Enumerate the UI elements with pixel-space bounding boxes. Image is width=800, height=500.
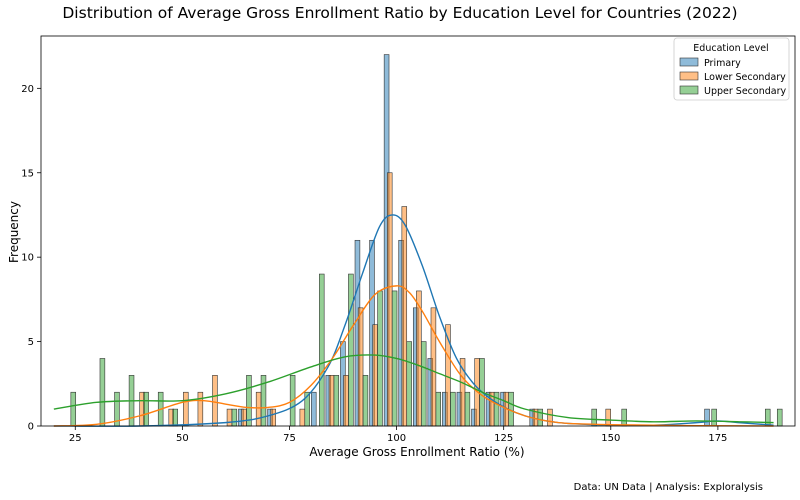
bar-upper-secondary-29 <box>711 408 717 427</box>
bar-lower-secondary-25 <box>605 408 611 427</box>
bar-lower-secondary-17 <box>430 307 437 427</box>
x-axis-label: Average Gross Enrollment Ratio (%) <box>309 445 524 459</box>
bar-upper-secondary-28 <box>621 408 627 427</box>
bar-upper-secondary-7 <box>231 408 238 427</box>
legend-items: Primary Lower Secondary Upper Secondary <box>679 57 786 97</box>
y-tick-label: 10 <box>21 253 34 264</box>
x-tick-label: 175 <box>708 433 727 444</box>
bar-lower-secondary-11 <box>343 375 349 427</box>
kde-upper-secondary <box>53 354 774 424</box>
legend-swatch-primary <box>679 57 699 67</box>
bar-upper-secondary-19 <box>420 341 427 427</box>
x-tick-label: 100 <box>387 433 406 444</box>
y-tick-label: 20 <box>21 84 34 95</box>
x-tick-label: 25 <box>69 433 82 444</box>
bar-upper-secondary-31 <box>776 408 783 427</box>
legend-label-lower-secondary: Lower Secondary <box>704 72 786 83</box>
bar-upper-secondary-0 <box>70 391 77 427</box>
y-axis-ticks: 0 5 10 15 20 <box>21 84 41 433</box>
legend-label-upper-secondary: Upper Secondary <box>704 86 786 97</box>
bar-lower-secondary-16 <box>416 290 422 427</box>
x-tick-label: 150 <box>601 433 620 444</box>
bar-upper-secondary-13 <box>333 375 340 427</box>
bar-lower-secondary-24 <box>547 408 553 427</box>
bar-upper-secondary-18 <box>406 341 412 427</box>
kde-lower-secondary <box>53 285 774 427</box>
bar-lower-secondary-7 <box>255 391 262 427</box>
x-tick-label: 75 <box>283 433 296 444</box>
bar-lower-secondary-8 <box>270 408 276 427</box>
y-axis-label: Frequency <box>7 201 21 263</box>
bar-upper-secondary-22 <box>464 391 471 427</box>
bar-lower-secondary-5 <box>226 408 233 427</box>
bar-lower-secondary-6 <box>241 408 247 427</box>
bar-upper-secondary-21 <box>450 391 456 427</box>
bar-upper-secondary-8 <box>246 375 252 427</box>
bar-lower-secondary-10 <box>328 375 335 427</box>
legend-label-primary: Primary <box>704 58 741 69</box>
legend: Education Level Primary Lower Secondary Up… <box>673 37 790 101</box>
bar-upper-secondary-15 <box>362 375 369 427</box>
bar-upper-secondary-30 <box>764 408 771 427</box>
y-tick-label: 0 <box>28 422 34 433</box>
x-tick-label: 50 <box>176 433 189 444</box>
legend-swatch-lower-secondary <box>679 71 699 81</box>
bar-lower-secondary-15 <box>401 206 408 427</box>
y-tick-label: 15 <box>21 168 34 179</box>
legend-title: Education Level <box>693 43 768 54</box>
legend-box <box>673 37 790 101</box>
bar-upper-secondary-14 <box>348 273 354 427</box>
plot-frame <box>40 35 796 427</box>
bar-upper-secondary-26 <box>537 408 543 427</box>
x-tick-label: 125 <box>494 433 513 444</box>
bar-lower-secondary-9 <box>299 408 306 427</box>
bar-upper-secondary-1 <box>99 358 106 427</box>
bar-lower-secondary-2 <box>183 391 189 427</box>
bar-upper-secondary-16 <box>377 290 383 427</box>
histogram-bars <box>70 54 783 427</box>
bar-upper-secondary-12 <box>319 273 325 427</box>
chart-title: Distribution of Average Gross Enrollment… <box>62 4 738 22</box>
y-tick-label: 5 <box>28 337 34 348</box>
legend-swatch-upper-secondary <box>679 85 699 95</box>
bar-primary-2 <box>311 391 317 427</box>
bar-lower-secondary-12 <box>357 307 364 427</box>
bar-upper-secondary-4 <box>143 391 149 427</box>
source-note: Data: UN Data | Analysis: Exploralysis <box>573 482 763 493</box>
bar-upper-secondary-20 <box>435 391 442 427</box>
kde-curves <box>53 214 774 427</box>
bar-upper-secondary-6 <box>172 408 178 427</box>
bar-upper-secondary-27 <box>591 408 597 427</box>
bar-lower-secondary-3 <box>197 391 204 427</box>
bar-primary-17 <box>704 408 710 427</box>
bar-lower-secondary-13 <box>372 324 378 427</box>
x-axis-ticks: 25 50 75 100 125 150 175 <box>69 426 727 444</box>
bar-lower-secondary-4 <box>212 375 218 427</box>
bar-lower-secondary-14 <box>386 172 393 427</box>
